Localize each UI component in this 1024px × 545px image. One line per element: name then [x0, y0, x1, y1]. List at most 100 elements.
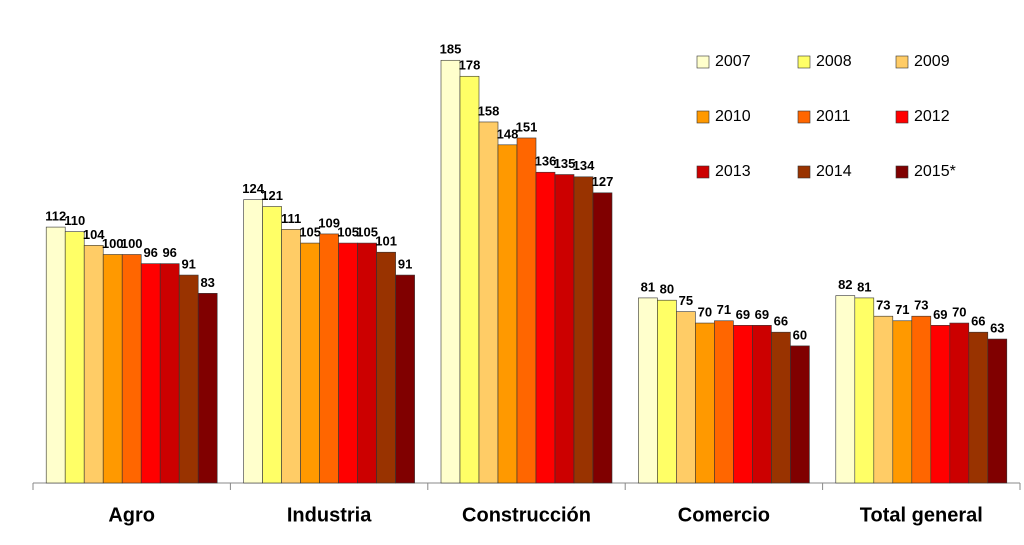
value-label: 60: [793, 327, 807, 342]
bar: [459, 75, 480, 484]
bar: [873, 315, 894, 484]
bar: [376, 251, 396, 484]
bar: [516, 137, 537, 484]
bar: [752, 325, 772, 484]
x-tick-label: Construcción: [462, 504, 591, 526]
value-label: 96: [162, 245, 176, 260]
value-label: 69: [736, 307, 750, 322]
value-label: 148: [497, 126, 519, 141]
value-label: 100: [102, 236, 124, 251]
value-label: 70: [698, 304, 712, 319]
legend-swatch: [797, 110, 811, 124]
value-label: 185: [440, 42, 462, 57]
value-label: 82: [838, 277, 852, 292]
bar: [695, 322, 715, 484]
value-label: 178: [459, 58, 481, 73]
value-label: 105: [299, 225, 321, 240]
legend-label: 2008: [816, 53, 852, 70]
value-label: 70: [952, 304, 966, 319]
bar: [159, 263, 180, 484]
value-label: 101: [375, 234, 397, 249]
legend-swatch: [696, 165, 710, 179]
x-tick-label: Agro: [108, 504, 155, 526]
value-label: 135: [554, 156, 576, 171]
bar: [835, 295, 856, 484]
bar: [554, 174, 575, 484]
bar: [45, 226, 66, 484]
bar: [497, 144, 518, 484]
bar: [854, 297, 875, 484]
value-label: 71: [717, 302, 731, 317]
value-label: 75: [679, 293, 693, 308]
value-label: 158: [478, 103, 500, 118]
bar: [440, 59, 461, 484]
legend-swatch: [895, 55, 909, 69]
bar: [657, 299, 677, 484]
value-label: 104: [83, 227, 105, 242]
legend-label: 2010: [715, 108, 751, 125]
legend-label: 2015*: [914, 163, 956, 180]
value-label: 81: [857, 279, 871, 294]
bar: [949, 322, 970, 484]
bar: [573, 176, 594, 484]
bar: [771, 331, 791, 484]
legend-label: 2012: [914, 108, 950, 125]
bar: [300, 242, 320, 484]
bar: [357, 242, 377, 484]
value-label: 69: [933, 307, 947, 322]
value-label: 124: [242, 181, 264, 196]
value-label: 111: [281, 211, 301, 226]
legend-swatch: [895, 110, 909, 124]
bar: [140, 263, 161, 484]
value-label: 109: [318, 215, 340, 230]
bar: [790, 345, 810, 484]
bar: [243, 199, 263, 484]
bar: [987, 338, 1008, 484]
x-tick-label: Total general: [860, 504, 983, 526]
bar: [338, 242, 358, 484]
value-label: 151: [516, 119, 538, 134]
bar: [478, 121, 499, 484]
legend-label: 2009: [914, 53, 950, 70]
bar: [102, 254, 123, 484]
value-label: 66: [774, 314, 788, 329]
bar: [262, 206, 282, 484]
bar: [64, 231, 85, 484]
bar: [911, 315, 932, 484]
legend-label: 2013: [715, 163, 751, 180]
bar: [638, 297, 658, 484]
value-label: 83: [200, 275, 214, 290]
value-label: 110: [64, 213, 85, 228]
bar: [197, 293, 218, 484]
legend-swatch: [895, 165, 909, 179]
legend-label: 2011: [816, 108, 851, 125]
value-label: 81: [641, 279, 655, 294]
value-label: 63: [990, 320, 1004, 335]
value-label: 91: [398, 257, 412, 272]
value-label: 127: [592, 174, 614, 189]
legend-label: 2007: [715, 53, 751, 70]
bar: [714, 320, 734, 484]
bar: [676, 311, 696, 484]
value-label: 134: [573, 158, 595, 173]
value-label: 73: [914, 298, 928, 313]
value-label: 71: [895, 302, 909, 317]
value-label: 66: [971, 314, 985, 329]
value-label: 121: [261, 188, 283, 203]
value-label: 80: [660, 282, 674, 297]
value-label: 91: [181, 257, 195, 272]
value-label: 100: [121, 236, 143, 251]
value-label: 96: [143, 245, 157, 260]
legend-swatch: [797, 165, 811, 179]
bar: [319, 233, 339, 484]
bar: [930, 325, 951, 484]
value-label: 73: [876, 298, 890, 313]
value-label: 112: [45, 209, 66, 224]
bar: [892, 320, 913, 484]
bar: [281, 229, 301, 484]
legend-swatch: [696, 55, 710, 69]
x-tick-label: Industria: [287, 504, 372, 526]
bar: [178, 274, 199, 484]
bar: [733, 325, 753, 484]
value-label: 136: [535, 154, 557, 169]
